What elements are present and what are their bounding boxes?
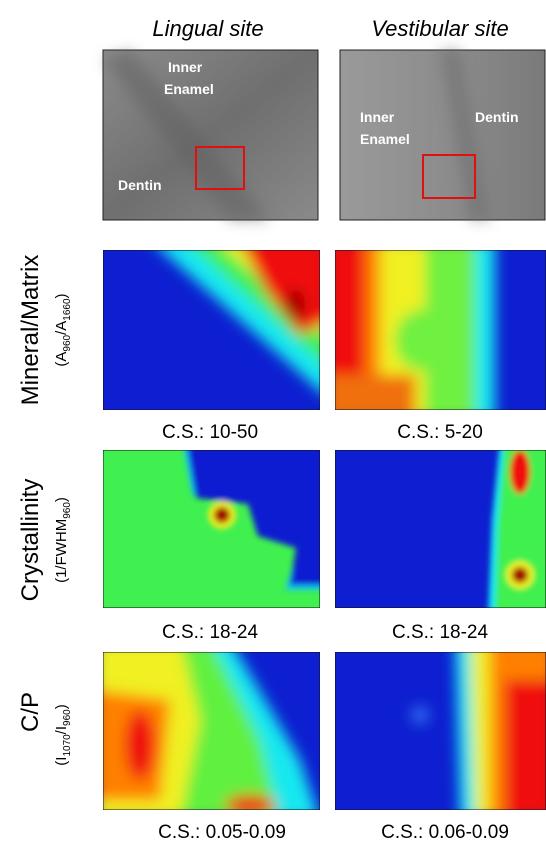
text: /A bbox=[53, 321, 70, 335]
text: ) bbox=[53, 704, 70, 709]
photo-label: Enamel bbox=[360, 131, 410, 147]
heatmap bbox=[335, 640, 546, 820]
heatmap bbox=[103, 440, 330, 608]
heatmap bbox=[95, 640, 320, 820]
subscript: 960 bbox=[62, 502, 73, 519]
caption: C.S.: 5-20 bbox=[397, 422, 483, 443]
row-subtitle: (A960/A1660) bbox=[53, 293, 73, 366]
heatmap bbox=[103, 240, 330, 410]
photo-label: Inner bbox=[168, 59, 203, 75]
text: (1/FWHM bbox=[53, 519, 70, 583]
subscript: 960 bbox=[62, 334, 73, 351]
row-title: Mineral/Matrix bbox=[17, 255, 44, 406]
row-title: Crystallinity bbox=[17, 479, 44, 602]
photo: Inner Enamel Dentin bbox=[103, 50, 318, 220]
photo-label: Inner bbox=[360, 109, 395, 125]
row-title: C/P bbox=[17, 692, 44, 732]
photo: Inner Enamel Dentin bbox=[340, 50, 545, 220]
figure: Lingual site Vestibular site Inner Ename… bbox=[0, 0, 546, 844]
text: (A bbox=[53, 352, 70, 367]
text: /I bbox=[53, 726, 70, 734]
photo-label: Dentin bbox=[475, 109, 519, 125]
column-header: Vestibular site bbox=[371, 16, 508, 41]
caption: C.S.: 10-50 bbox=[162, 422, 258, 443]
caption: C.S.: 18-24 bbox=[162, 622, 259, 643]
text: ) bbox=[53, 293, 70, 298]
subscript: 1660 bbox=[62, 298, 73, 321]
heatmap bbox=[325, 240, 546, 420]
caption: C.S.: 0.05-0.09 bbox=[158, 822, 286, 843]
heatmap bbox=[335, 440, 546, 620]
caption: C.S.: 18-24 bbox=[392, 622, 489, 643]
subscript: 1070 bbox=[62, 734, 73, 757]
caption: C.S.: 0.06-0.09 bbox=[381, 822, 509, 843]
subscript: 960 bbox=[62, 709, 73, 726]
text: (I bbox=[53, 757, 70, 766]
photo-label: Enamel bbox=[164, 81, 214, 97]
row-subtitle: (1/FWHM960) bbox=[53, 497, 73, 583]
row-subtitle: (I1070/I960) bbox=[53, 704, 73, 765]
column-header: Lingual site bbox=[152, 16, 263, 41]
text: ) bbox=[53, 497, 70, 502]
photo-label: Dentin bbox=[118, 177, 162, 193]
